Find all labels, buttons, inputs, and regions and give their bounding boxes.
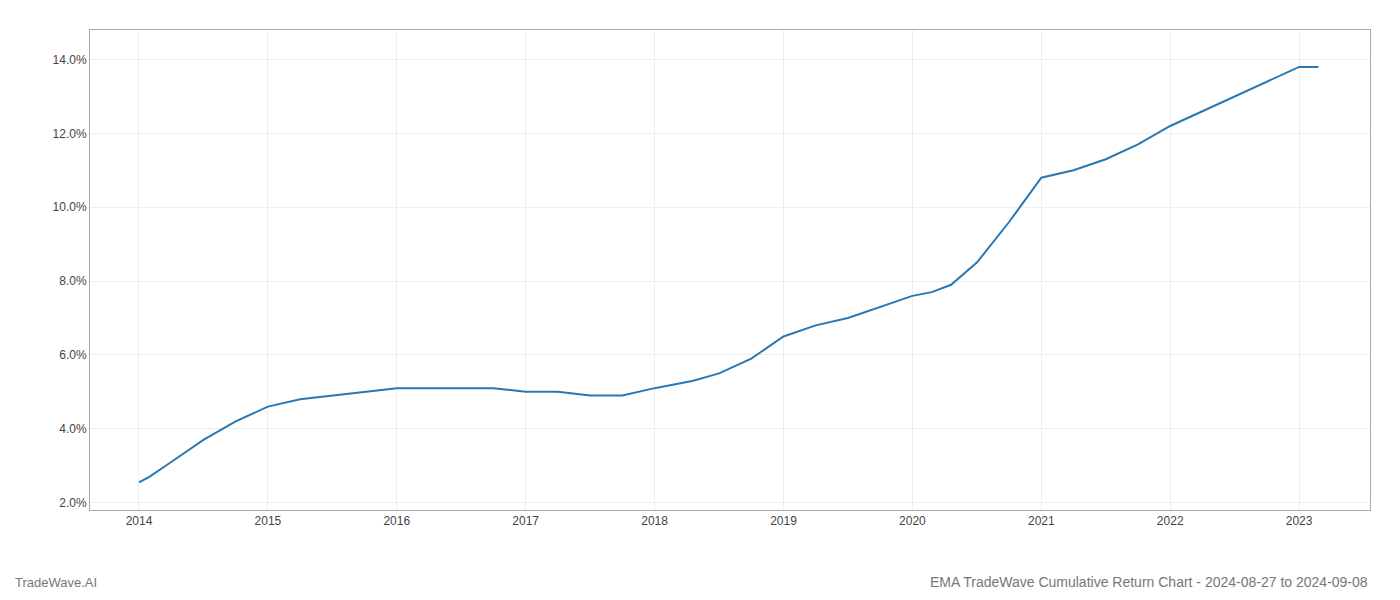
svg-text:12.0%: 12.0%	[53, 127, 87, 141]
svg-text:2021: 2021	[1028, 514, 1055, 528]
svg-text:2016: 2016	[383, 514, 410, 528]
svg-text:EMA TradeWave Cumulative Retur: EMA TradeWave Cumulative Return Chart - …	[930, 574, 1368, 590]
svg-text:2017: 2017	[512, 514, 539, 528]
svg-text:2.0%: 2.0%	[59, 496, 87, 510]
svg-text:2019: 2019	[770, 514, 797, 528]
svg-text:6.0%: 6.0%	[59, 348, 87, 362]
svg-text:TradeWave.AI: TradeWave.AI	[15, 575, 97, 590]
svg-text:14.0%: 14.0%	[53, 53, 87, 67]
svg-text:2015: 2015	[255, 514, 282, 528]
svg-text:10.0%: 10.0%	[53, 200, 87, 214]
svg-text:2023: 2023	[1286, 514, 1313, 528]
svg-text:2022: 2022	[1157, 514, 1184, 528]
svg-text:4.0%: 4.0%	[59, 422, 87, 436]
svg-text:2020: 2020	[899, 514, 926, 528]
svg-text:8.0%: 8.0%	[59, 274, 87, 288]
svg-text:2018: 2018	[641, 514, 668, 528]
svg-text:2014: 2014	[126, 514, 153, 528]
